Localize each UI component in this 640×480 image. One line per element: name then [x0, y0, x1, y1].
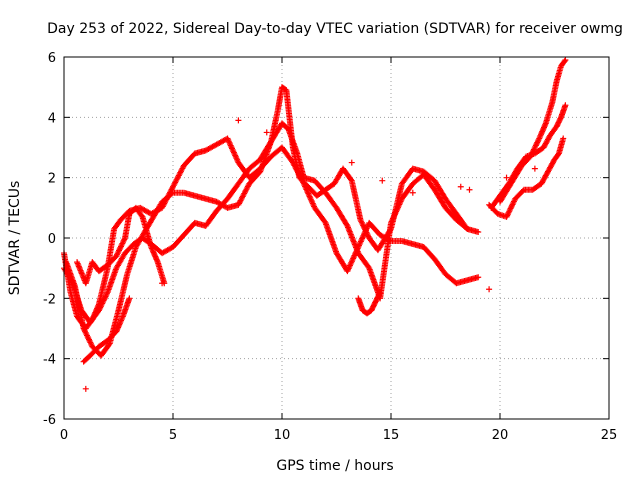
y-tick-label: -6 — [43, 413, 56, 428]
x-tick-label: 15 — [383, 428, 400, 443]
series-track-5 — [80, 295, 133, 365]
series-track-7 — [486, 135, 567, 220]
axis-ticks: 0 5 10 15 20 25 -6 -4 -2 0 2 4 6 — [43, 51, 617, 443]
x-tick-label: 10 — [274, 428, 291, 443]
y-tick-label: 0 — [48, 232, 56, 247]
series-markers — [82, 117, 538, 392]
x-tick-label: 20 — [492, 428, 509, 443]
series-track-3 — [63, 84, 471, 359]
x-tick-label: 5 — [169, 428, 177, 443]
y-tick-label: 4 — [48, 111, 56, 126]
chart-title: Day 253 of 2022, Sidereal Day-to-day VTE… — [47, 21, 623, 37]
x-tick-label: 25 — [601, 428, 618, 443]
plot-frame — [63, 56, 610, 420]
series-markers — [61, 120, 482, 326]
series-markers — [80, 295, 133, 365]
series-track-2 — [61, 120, 482, 326]
series-markers — [497, 57, 569, 205]
series-markers — [74, 204, 168, 287]
series-track-9 — [497, 57, 569, 205]
series-markers — [486, 135, 567, 220]
series-outliers — [82, 117, 538, 392]
y-tick-label: 6 — [48, 51, 56, 66]
y-tick-label: 2 — [48, 172, 56, 187]
series-markers — [355, 289, 384, 317]
x-tick-label: 0 — [60, 428, 68, 443]
series-track-6 — [355, 289, 384, 317]
y-tick-label: -2 — [43, 292, 56, 307]
data-points — [61, 57, 569, 392]
x-axis-label: GPS time / hours — [276, 458, 393, 474]
y-axis-label: SDTVAR / TECUs — [7, 181, 23, 296]
series-markers — [63, 84, 471, 359]
series-track-4 — [74, 204, 168, 287]
y-tick-label: -4 — [43, 353, 56, 368]
